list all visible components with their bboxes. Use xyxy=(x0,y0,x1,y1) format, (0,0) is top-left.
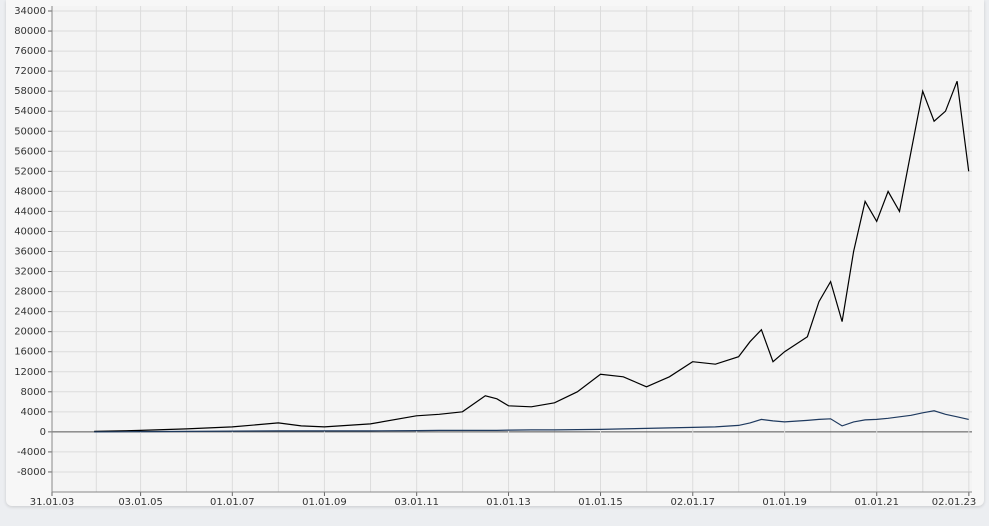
y-tick-label: 48000 xyxy=(14,186,46,197)
y-tick-label: -8000 xyxy=(17,467,46,478)
x-tick-label: 03.01.05 xyxy=(118,497,163,508)
x-tick-label: 01.01.07 xyxy=(210,497,255,508)
x-tick-label: 03.01.11 xyxy=(394,497,439,508)
x-tick-label: 01.01.21 xyxy=(854,497,899,508)
y-tick-label: 54000 xyxy=(14,106,46,117)
y-tick-label: 76000 xyxy=(14,46,46,57)
y-tick-label: 50000 xyxy=(14,126,46,137)
y-tick-label: 20000 xyxy=(14,327,46,338)
y-tick-label: 12000 xyxy=(14,367,46,378)
y-tick-label: 36000 xyxy=(14,247,46,258)
y-tick-label: 28000 xyxy=(14,287,46,298)
x-tick-label: 01.01.09 xyxy=(302,497,347,508)
plot-area xyxy=(52,6,972,492)
y-tick-label: -4000 xyxy=(17,447,46,458)
x-tick-label: 01.01.19 xyxy=(762,497,807,508)
series-line xyxy=(94,410,969,433)
x-tick-label: 31.01.03 xyxy=(30,497,75,508)
x-tick-label: 02.01.23 xyxy=(932,497,977,508)
y-tick-label: 34000 xyxy=(14,6,46,17)
y-tick-label: 8000 xyxy=(21,387,46,398)
y-tick-label: 56000 xyxy=(14,146,46,157)
y-tick-label: 24000 xyxy=(14,307,46,318)
x-tick-label: 01.01.15 xyxy=(578,497,623,508)
x-tick-label: 01.01.13 xyxy=(486,497,531,508)
y-tick-label: 72000 xyxy=(14,66,46,77)
x-tick-label: 02.01.17 xyxy=(670,497,715,508)
y-tick-label: 44000 xyxy=(14,206,46,217)
y-tick-label: 0 xyxy=(40,427,46,438)
y-tick-label: 40000 xyxy=(14,226,46,237)
y-tick-label: 80000 xyxy=(14,26,46,37)
series-line xyxy=(94,80,970,432)
y-tick-label: 4000 xyxy=(21,407,46,418)
y-tick-label: 52000 xyxy=(14,166,46,177)
y-tick-label: 16000 xyxy=(14,347,46,358)
y-tick-label: 58000 xyxy=(14,86,46,97)
y-tick-label: 32000 xyxy=(14,267,46,278)
